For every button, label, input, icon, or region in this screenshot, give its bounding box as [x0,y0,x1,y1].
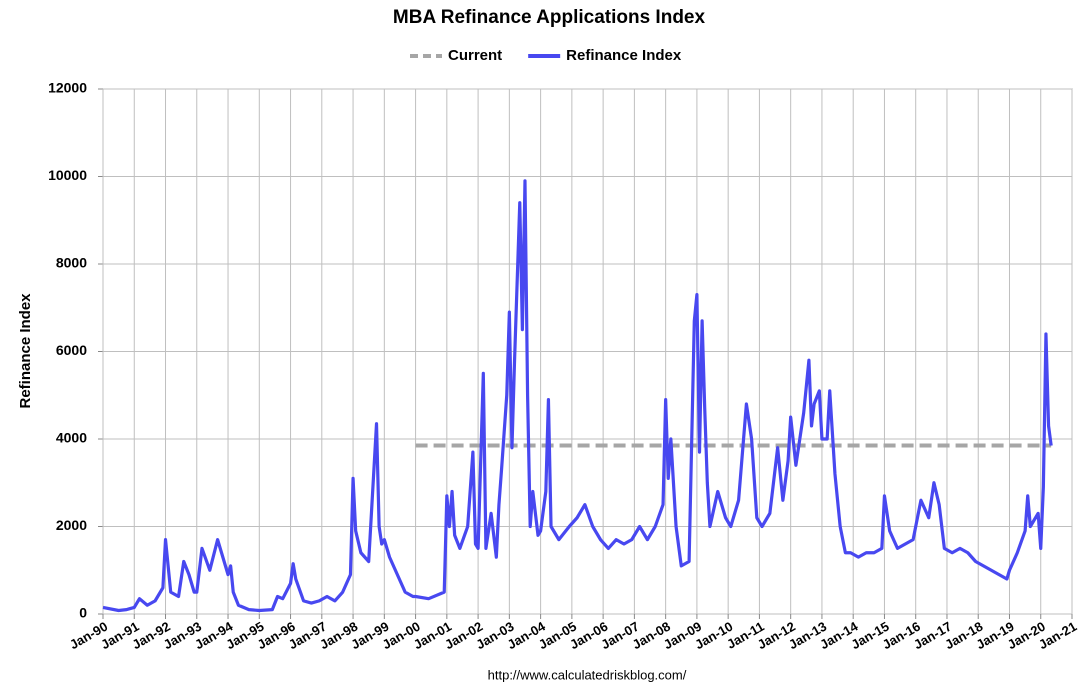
y-tick-label: 0 [79,605,87,621]
series-line [102,179,1053,613]
y-tick-label: 6000 [56,342,87,358]
source-note: http://www.calculatedriskblog.com/ [488,667,687,682]
y-axis-label: Refinance Index [17,293,34,409]
y-tick-label: 10000 [48,167,87,183]
legend-label: Refinance Index [566,47,682,64]
y-tick-label: 8000 [56,255,87,271]
chart-title: MBA Refinance Applications Index [393,7,706,28]
y-tick-label: 12000 [48,80,87,96]
legend-label: Current [448,47,502,64]
y-tick-label: 2000 [56,517,87,533]
y-tick-label: 4000 [56,430,87,446]
